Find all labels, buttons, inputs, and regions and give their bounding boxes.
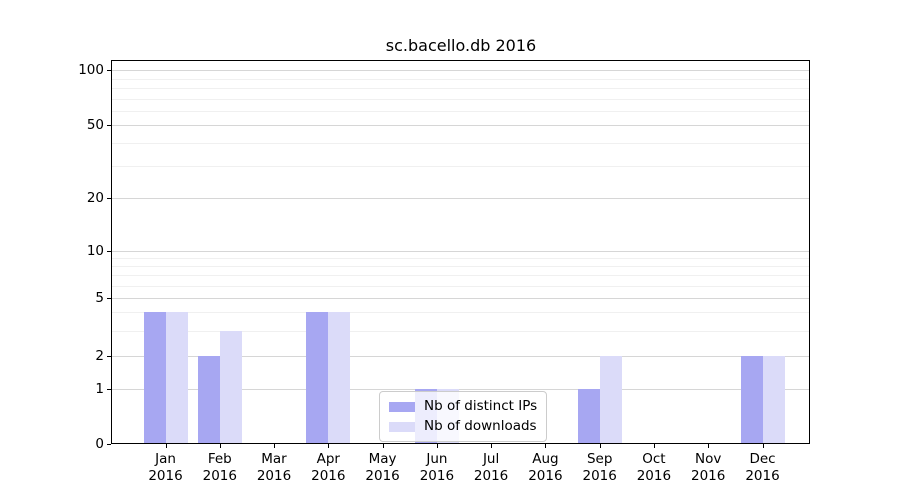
gridline-minor	[112, 258, 809, 260]
x-tick-label-year: 2016	[256, 467, 292, 484]
x-tick-label-year: 2016	[528, 467, 563, 484]
y-tick-mark	[107, 389, 111, 391]
x-tick-label-nov: Nov 2016	[678, 451, 738, 484]
x-tick-label-year: 2016	[365, 467, 400, 484]
gridline-minor	[112, 266, 809, 268]
bar-distinct_ips-feb	[197, 356, 220, 443]
legend-item-distinct-ips: Nb of distinct IPs	[389, 399, 537, 414]
chart-title: sc.bacello.db 2016	[385, 36, 537, 55]
y-tick-label: 5	[95, 290, 104, 307]
x-tick-label-jul: Jul 2016	[461, 451, 521, 484]
legend-swatch-distinct-ips	[389, 401, 415, 412]
x-tick-label-year: 2016	[148, 467, 183, 484]
legend: Nb of distinct IPs Nb of downloads	[379, 391, 548, 442]
y-tick-label: 1	[95, 381, 104, 398]
x-tick-mark	[545, 444, 547, 448]
bar-downloads-dec	[762, 356, 785, 443]
bar-distinct_ips-dec	[740, 356, 763, 443]
x-tick-label-dec: Dec 2016	[733, 451, 793, 484]
x-tick-label-year: 2016	[745, 467, 780, 484]
y-tick-mark	[107, 70, 111, 72]
y-tick-mark	[107, 198, 111, 200]
y-tick-label: 20	[86, 190, 104, 207]
x-tick-label-year: 2016	[582, 467, 617, 484]
y-tick-mark	[107, 298, 111, 300]
x-tick-mark	[708, 444, 710, 448]
y-tick-label: 10	[86, 243, 104, 259]
gridline-minor	[112, 143, 809, 145]
y-tick-mark	[107, 356, 111, 357]
bar-distinct_ips-sep	[577, 389, 600, 443]
gridline-major	[112, 298, 809, 300]
x-tick-label-mar: Mar 2016	[244, 451, 304, 484]
legend-label-distinct-ips: Nb of distinct IPs	[424, 398, 538, 414]
bar-distinct_ips-jan	[143, 312, 166, 443]
x-tick-label-year: 2016	[202, 467, 237, 484]
legend-label-downloads: Nb of downloads	[424, 418, 537, 434]
gridline-minor	[112, 330, 809, 332]
bar-downloads-sep	[599, 356, 622, 443]
gridline-minor	[112, 98, 809, 100]
x-tick-mark	[382, 444, 384, 448]
bar-downloads-jan	[165, 312, 188, 443]
gridline-major	[112, 125, 809, 127]
y-tick-label: 50	[86, 117, 104, 134]
bar-downloads-feb	[219, 330, 242, 443]
gridline-minor	[112, 275, 809, 277]
x-tick-label-year: 2016	[419, 467, 455, 484]
y-tick-mark	[107, 251, 111, 252]
y-tick-label: 2	[95, 348, 104, 364]
gridline-major	[112, 356, 809, 357]
x-tick-label-sep: Sep 2016	[570, 451, 630, 484]
gridline-major	[112, 198, 809, 200]
gridline-major	[112, 70, 809, 72]
y-tick-mark	[107, 125, 111, 127]
x-tick-label-feb: Feb 2016	[190, 451, 250, 484]
gridline-minor	[112, 78, 809, 80]
x-tick-mark	[436, 444, 438, 448]
x-tick-mark	[491, 444, 493, 448]
x-tick-label-may: May 2016	[353, 451, 413, 484]
x-tick-mark	[165, 444, 167, 448]
y-tick-label: 100	[78, 62, 104, 79]
gridline-minor	[112, 312, 809, 314]
x-tick-label-aug: Aug 2016	[515, 451, 575, 484]
legend-item-downloads: Nb of downloads	[389, 419, 537, 434]
gridline-minor	[112, 166, 809, 167]
gridline-major	[112, 251, 809, 252]
gridline-minor	[112, 110, 809, 112]
x-tick-label-year: 2016	[691, 467, 726, 484]
x-tick-label-apr: Apr 2016	[298, 451, 358, 484]
x-tick-label-year: 2016	[473, 467, 509, 484]
x-tick-mark	[219, 444, 221, 448]
gridline-major	[112, 389, 809, 391]
x-tick-mark	[328, 444, 330, 448]
bar-distinct_ips-apr	[306, 312, 329, 443]
x-tick-label-year: 2016	[311, 467, 346, 484]
gridline-minor	[112, 88, 809, 89]
x-tick-label-oct: Oct 2016	[624, 451, 684, 484]
legend-swatch-downloads	[389, 421, 415, 432]
y-tick-label: 0	[95, 436, 104, 452]
bar-downloads-apr	[328, 312, 351, 443]
x-tick-label-jun: Jun 2016	[407, 451, 467, 484]
gridline-minor	[112, 285, 809, 287]
x-tick-label-year: 2016	[636, 467, 672, 484]
x-tick-mark	[274, 444, 275, 448]
plot-area: Nb of distinct IPs Nb of downloads	[111, 60, 810, 444]
x-tick-mark	[599, 444, 601, 448]
y-tick-mark	[107, 444, 111, 445]
x-tick-mark	[653, 444, 655, 448]
x-tick-label-jan: Jan 2016	[136, 451, 196, 484]
x-tick-mark	[762, 444, 764, 448]
